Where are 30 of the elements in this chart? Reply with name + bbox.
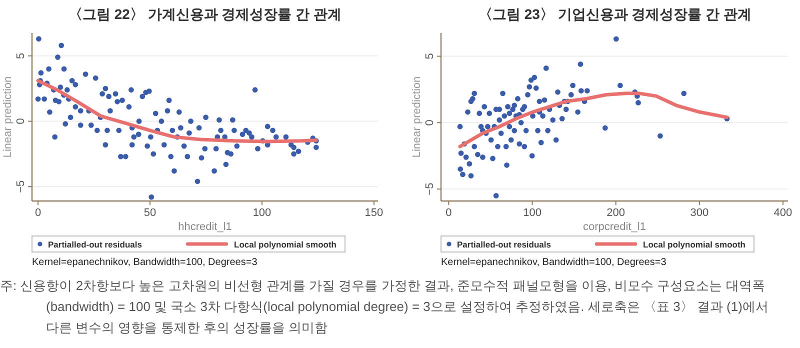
legend-label: Local polynomial smooth — [643, 240, 746, 250]
x-tick-label: 100 — [523, 207, 542, 219]
text: Kernel=epanechnikov, Bandwidth=100, Degrees=3 — [441, 257, 667, 268]
y-tick-label: −5 — [15, 180, 27, 193]
text: 주: 신용항이 2차항보다 높은 고차원의 비선형 관계를 가질 경우를 가정한 결과, 준모수적 패널모형을 이용, 비모수 구성요소는 대역폭 (bandwidth) = 100 및 국소 3차 다항식(local polynomial degree) = 3으로 설정하여 추정하였음. 세로축은 〈표 3〉 결과 (1)에서 다른 변수의 영향을 통제한 후의 성장률을 의미함 — [0, 277, 770, 337]
x-tick-label: 0 — [34, 207, 42, 219]
x-tick-label: 200 — [606, 207, 626, 219]
y-tick-label: 5 — [15, 52, 27, 59]
y-tick-label: 5 — [424, 53, 436, 60]
x-axis-title: hhcredit_l1 — [178, 221, 232, 233]
y-tick-label: 0 — [424, 120, 436, 126]
y-axis-title: Linear prediction — [2, 76, 14, 158]
y-axis-title: Linear prediction — [411, 76, 423, 158]
line-series — [36, 78, 318, 144]
x-tick-label: 150 — [364, 207, 384, 219]
x-axis-title: corpcredit_l1 — [583, 221, 646, 233]
chart-title: 〈그림 22〉 가계신용과 경제성장률 간 관계 — [68, 6, 342, 22]
x-tick-label: 0 — [446, 207, 452, 219]
legend-label: Partialled-out residuals — [457, 240, 552, 250]
text: Kernel=epanechnikov, Bandwidth=100, Degrees=3 — [32, 257, 258, 268]
line-series — [458, 92, 729, 148]
x-tick-label: 100 — [252, 207, 272, 219]
legend-label: Local polynomial smooth — [234, 240, 336, 250]
y-tick-label: 0 — [15, 118, 27, 124]
x-tick-label: 50 — [144, 207, 156, 219]
y-tick-label: −5 — [424, 182, 436, 196]
x-tick-label: 400 — [774, 207, 792, 219]
chart-title: 〈그림 23〉 기업신용과 경제성장률 간 관계 — [478, 6, 752, 22]
x-tick-label: 300 — [690, 207, 709, 219]
legend-label: Partialled-out residuals — [48, 240, 142, 250]
